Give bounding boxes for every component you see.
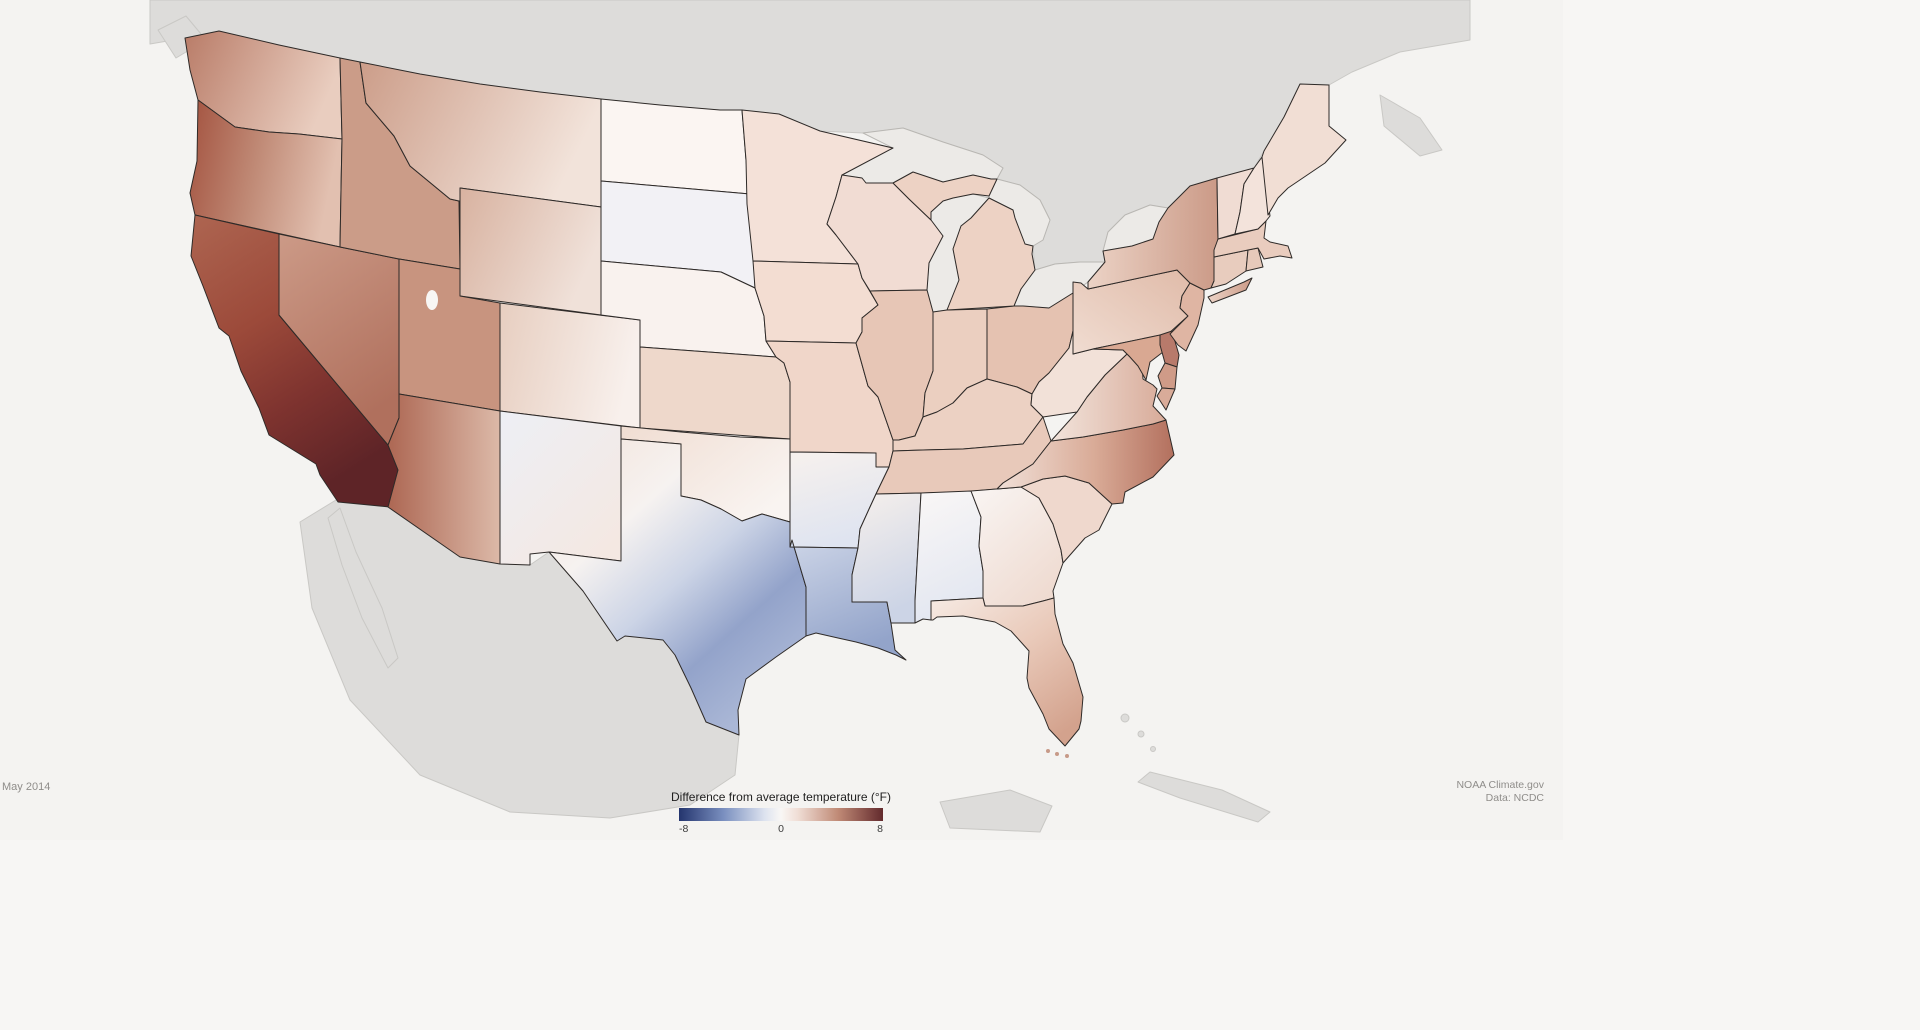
legend-labels: -8 0 8 xyxy=(679,823,883,836)
state-nd xyxy=(600,98,751,195)
legend-mid-label: 0 xyxy=(778,823,784,835)
florida-keys xyxy=(1046,749,1050,753)
baja-california xyxy=(327,507,399,669)
state-fl xyxy=(930,597,1084,747)
credit-source: NOAA Climate.gov xyxy=(1456,779,1544,791)
bahamas-island xyxy=(1120,713,1130,723)
cuba xyxy=(1137,771,1271,823)
nova-scotia xyxy=(1379,94,1443,157)
legend-bar-rect xyxy=(679,808,883,821)
state-nm xyxy=(499,410,622,566)
legend: Difference from average temperature (°F)… xyxy=(621,790,941,836)
great-salt-lake xyxy=(426,290,438,310)
legend-gradient-bar: -8 0 8 xyxy=(679,808,883,836)
state-ny xyxy=(1087,177,1219,291)
state-ia xyxy=(752,260,879,344)
climate-map-figure: Difference from average temperature (°F)… xyxy=(2,0,1544,836)
florida-keys xyxy=(1065,754,1069,758)
state-co xyxy=(499,302,641,429)
bahamas-island xyxy=(1137,730,1145,738)
date-label: May 2014 xyxy=(2,781,51,793)
state-tx xyxy=(548,438,807,736)
state-ny xyxy=(1207,277,1253,304)
us-temperature-anomaly-map xyxy=(149,0,1471,833)
legend-title: Difference from average temperature (°F) xyxy=(671,790,891,804)
data-credit: NOAA Climate.gov Data: NCDC xyxy=(1330,779,1544,805)
yucatan xyxy=(939,789,1053,833)
credit-data: Data: NCDC xyxy=(1485,792,1544,804)
state-vaes xyxy=(1156,387,1176,411)
legend-min-label: -8 xyxy=(679,823,689,835)
florida-keys xyxy=(1055,752,1059,756)
legend-max-label: 8 xyxy=(877,823,883,835)
state-nj xyxy=(1169,282,1205,352)
legend-bar-svg xyxy=(679,808,883,821)
state-mi xyxy=(892,171,998,221)
state-mi xyxy=(946,197,1036,311)
state-ks xyxy=(639,346,791,440)
state-me xyxy=(1261,83,1347,216)
state-wy xyxy=(459,187,602,316)
bahamas-island xyxy=(1150,746,1156,752)
